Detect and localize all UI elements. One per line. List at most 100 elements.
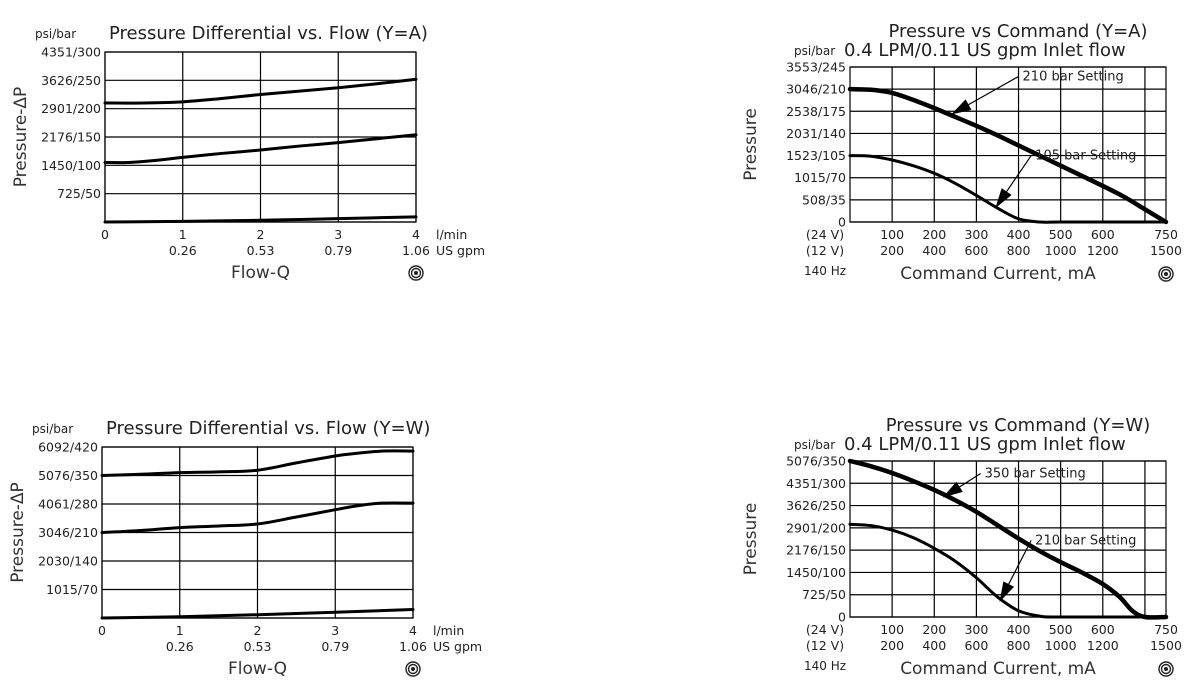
y-tick-label: 2030/140	[38, 554, 98, 569]
x-unit-secondary: US gpm	[436, 243, 485, 258]
unit-label: psi/bar	[32, 422, 73, 436]
x-tick-label-secondary: 600	[964, 243, 988, 258]
x-row-label-24v: (24 V)	[806, 622, 844, 637]
x-tick-label: 500	[1049, 622, 1073, 637]
x-tick-label-secondary: 1000	[1045, 243, 1077, 258]
x-tick-label-secondary: 0.53	[244, 639, 272, 654]
x-tick-label: 300	[964, 622, 988, 637]
x-tick-label-secondary: 1000	[1045, 638, 1077, 653]
y-tick-label: 1523/105	[786, 148, 846, 163]
x-tick-label: 400	[1007, 622, 1031, 637]
y-tick-label: 2901/200	[41, 101, 101, 116]
x-tick-label-secondary: 1200	[1087, 243, 1119, 258]
series-annotation: 210 bar Setting	[951, 69, 1124, 115]
svg-text:210 bar Setting: 210 bar Setting	[1035, 533, 1136, 548]
x-tick-label-secondary: 0.26	[169, 243, 197, 258]
series-line	[100, 607, 415, 620]
x-tick-label-secondary: 400	[922, 243, 946, 258]
y-tick-label: 2538/175	[786, 104, 846, 119]
x-tick-label-secondary: 1500	[1150, 243, 1182, 258]
target-icon	[408, 265, 424, 281]
y-tick-label: 4061/280	[38, 497, 98, 512]
x-tick-label-secondary: 1200	[1087, 638, 1119, 653]
series-line	[847, 86, 1169, 225]
x-tick-label: 1	[176, 623, 184, 638]
y-tick-label: 3553/245	[786, 60, 846, 75]
x-tick-label: 1	[179, 227, 187, 242]
target-icon	[405, 661, 421, 677]
series-line	[103, 77, 418, 105]
x-axis-label: Flow-Q	[231, 263, 290, 283]
chart-subtitle: 0.4 LPM/0.11 US gpm Inlet flow	[844, 434, 1126, 455]
series-annotation: 105 bar Setting	[995, 149, 1136, 209]
x-tick-label: 2	[254, 623, 262, 638]
chart-title: Pressure Differential vs. Flow (Y=A)	[109, 23, 428, 44]
x-tick-label: 0	[98, 623, 106, 638]
x-tick-label: 400	[1007, 227, 1031, 242]
y-tick-label: 3046/210	[38, 525, 98, 540]
x-axis-label: Flow-Q	[228, 659, 287, 679]
plot-frame	[849, 460, 1167, 618]
y-axis-label: Pressure-ΔP	[8, 482, 28, 583]
chart-dp-flow-w: psi/bar Pressure Differential vs. Flow (Y…	[0, 395, 560, 695]
series-line	[100, 449, 415, 477]
x-row-label-24v: (24 V)	[806, 227, 844, 242]
y-tick-label: 2176/150	[786, 543, 846, 558]
y-tick-label: 2176/150	[41, 130, 101, 145]
target-icon	[1158, 266, 1174, 282]
chart-title: Pressure vs Command (Y=A)	[888, 21, 1147, 42]
y-tick-label: 3626/250	[786, 498, 846, 513]
chart-subtitle: 0.4 LPM/0.11 US gpm Inlet flow	[844, 40, 1126, 61]
x-tick-label: 500	[1049, 227, 1073, 242]
chart-title: Pressure Differential vs. Flow (Y=W)	[106, 418, 430, 439]
y-tick-label: 2031/140	[786, 126, 846, 141]
x-tick-label-secondary: 0.79	[321, 639, 349, 654]
y-tick-label: 2901/200	[786, 520, 846, 535]
x-tick-label-secondary: 800	[1007, 243, 1031, 258]
x-unit-primary: l/min	[433, 623, 464, 638]
x-tick-label: 300	[964, 227, 988, 242]
y-tick-label: 0	[838, 215, 846, 230]
y-tick-label: 1015/70	[794, 170, 846, 185]
series-line	[100, 501, 415, 534]
x-tick-label-secondary: 0.53	[247, 243, 275, 258]
x-tick-label: 750	[1154, 622, 1178, 637]
y-tick-label: 5076/350	[786, 454, 846, 469]
chart-svg: psi/bar Pressure Differential vs. Flow (Y…	[11, 23, 485, 283]
y-tick-label: 3046/210	[786, 82, 846, 97]
y-tick-label: 4351/300	[786, 476, 846, 491]
y-tick-label: 725/50	[57, 186, 101, 201]
chart-title: Pressure vs Command (Y=W)	[886, 415, 1151, 436]
plot-frame	[104, 51, 417, 223]
chart-dp-flow-a: psi/bar Pressure Differential vs. Flow (Y…	[0, 0, 560, 300]
x-tick-label: 600	[1091, 622, 1115, 637]
x-tick-label: 4	[412, 227, 420, 242]
y-tick-label: 4351/300	[41, 45, 101, 60]
x-tick-label: 3	[334, 227, 342, 242]
y-tick-label: 3626/250	[41, 73, 101, 88]
svg-text:105 bar Setting: 105 bar Setting	[1035, 149, 1136, 164]
y-axis-label: Pressure	[741, 503, 761, 576]
y-tick-label: 1015/70	[46, 582, 98, 597]
x-row-label-12v: (12 V)	[806, 243, 844, 258]
x-tick-label-secondary: 800	[1007, 638, 1031, 653]
x-tick-label-secondary: 400	[922, 638, 946, 653]
y-axis-label: Pressure-ΔP	[11, 87, 31, 188]
x-tick-label: 750	[1154, 227, 1178, 242]
series-line	[848, 522, 1168, 619]
x-tick-label-secondary: 1500	[1150, 638, 1182, 653]
x-tick-label-secondary: 1.06	[402, 243, 430, 258]
x-tick-label-secondary: 0.79	[324, 243, 352, 258]
y-tick-label: 1450/100	[786, 565, 846, 580]
chart-svg: psi/bar Pressure Differential vs. Flow (Y…	[8, 418, 482, 679]
x-tick-label-secondary: 1.06	[399, 639, 427, 654]
x-tick-label: 200	[922, 227, 946, 242]
series-line	[847, 458, 1169, 620]
series-line	[848, 154, 1168, 224]
chart-p-cmd-a: Pressure vs Command (Y=A) psi/bar 0.4 LPM/…	[740, 0, 1200, 300]
x-tick-label-secondary: 600	[964, 638, 988, 653]
x-tick-label-secondary: 0.26	[166, 639, 194, 654]
series-line	[103, 133, 418, 165]
y-tick-label: 725/50	[802, 587, 846, 602]
x-tick-label: 3	[331, 623, 339, 638]
